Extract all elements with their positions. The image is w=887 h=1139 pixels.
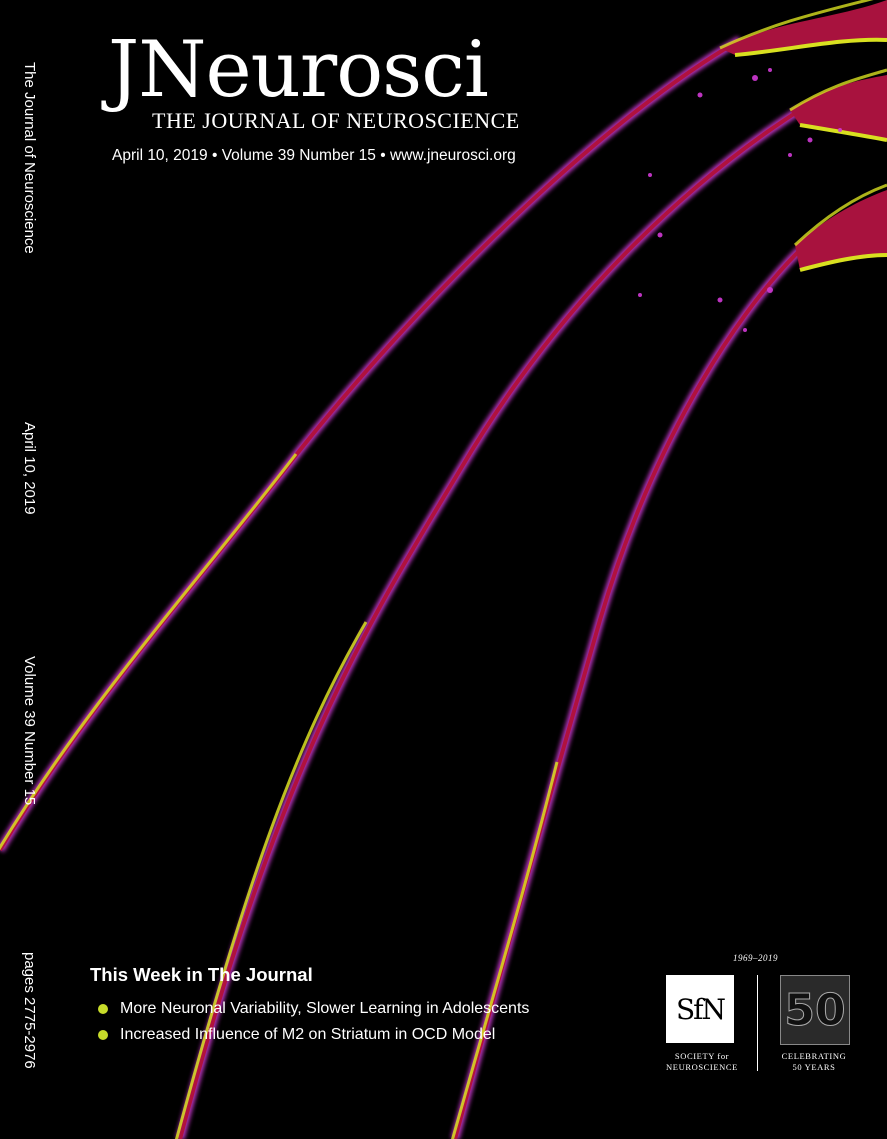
sfn-caption: SOCIETY for NEUROSCIENCE bbox=[658, 1051, 746, 1073]
sfn-logo: SfN bbox=[666, 975, 734, 1043]
logo-divider bbox=[757, 975, 758, 1071]
fifty-text: 50 bbox=[784, 984, 846, 1036]
spine-journal-name: The Journal of Neuroscience bbox=[21, 62, 38, 254]
journal-title: JNeurosci bbox=[108, 25, 489, 115]
sfn-caption-line-2: NEUROSCIENCE bbox=[666, 1062, 738, 1072]
this-week-item-label: Increased Influence of M2 on Striatum in… bbox=[120, 1026, 496, 1043]
bullet-icon bbox=[98, 1030, 108, 1040]
axon-3 bbox=[450, 183, 887, 1139]
axon-1 bbox=[0, 0, 887, 853]
bullet-icon bbox=[98, 1004, 108, 1014]
spine-pages: pages 2775-2976 bbox=[21, 952, 38, 1069]
this-week-heading: This Week in The Journal bbox=[90, 964, 313, 985]
sfn-caption-line-1: SOCIETY for bbox=[674, 1051, 730, 1061]
sfn-logo-text: SfN bbox=[675, 992, 726, 1026]
spine-date: April 10, 2019 bbox=[21, 422, 38, 515]
spine-volume: Volume 39 Number 15 bbox=[21, 656, 38, 806]
masthead: JNeurosci THE JOURNAL OF NEUROSCIENCE bbox=[108, 30, 528, 134]
this-week-item[interactable]: Increased Influence of M2 on Striatum in… bbox=[90, 1022, 650, 1048]
celebrating-caption: CELEBRATING 50 YEARS bbox=[772, 1051, 856, 1073]
issue-line: April 10, 2019 • Volume 39 Number 15 • w… bbox=[112, 147, 516, 164]
fifty-years-logo: 50 bbox=[780, 975, 850, 1045]
this-week-item-label: More Neuronal Variability, Slower Learni… bbox=[120, 1000, 530, 1017]
this-week-item[interactable]: More Neuronal Variability, Slower Learni… bbox=[90, 996, 650, 1022]
celebrating-line-1: CELEBRATING bbox=[781, 1051, 847, 1061]
celebrating-line-2: 50 YEARS bbox=[792, 1062, 836, 1072]
journal-subtitle: THE JOURNAL OF NEUROSCIENCE bbox=[152, 108, 520, 133]
anniversary-years: 1969–2019 bbox=[733, 953, 778, 963]
this-week-panel: This Week in The Journal More Neuronal V… bbox=[90, 964, 650, 1048]
axon-2 bbox=[174, 68, 887, 1139]
